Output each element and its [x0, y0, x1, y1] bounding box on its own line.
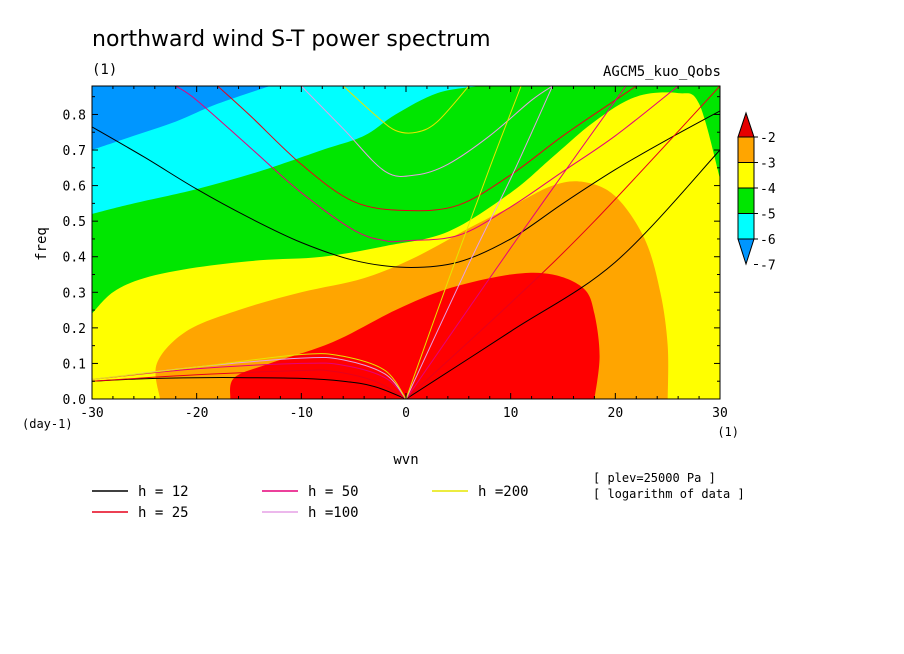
series-2-line-1: [92, 362, 407, 399]
model-label: AGCM5_kuo_Qobs: [603, 64, 721, 80]
y-tick-label: 0.7: [63, 144, 86, 159]
y-tick-label: 0.4: [63, 251, 87, 266]
y-tick-label: 0.0: [63, 393, 86, 408]
series-1-line-1: [92, 369, 407, 399]
series-2-line-2: [405, 86, 627, 399]
x-tick-label: -30: [80, 406, 103, 421]
colorbar-bottom-arrow: [737, 238, 755, 266]
chart-title: northward wind S-T power spectrum: [92, 27, 491, 52]
y-tick-label: 0.5: [63, 215, 86, 230]
colorbar-box: [737, 213, 755, 240]
colorbar-label: -5: [760, 208, 776, 223]
series-2-line-0: [175, 86, 679, 243]
x-units-label: (1): [717, 425, 739, 439]
y-tick-label: 0.2: [63, 322, 86, 337]
colorbar-top-arrow: [737, 111, 755, 138]
series-4-line-0: [342, 86, 470, 134]
dispersion-curves: [92, 86, 720, 399]
colorbar-label: -6: [760, 233, 776, 248]
series-0-line-2: [405, 149, 720, 399]
y-tick-label: 0.8: [63, 108, 86, 123]
y-tick-label: 0.3: [63, 286, 86, 301]
series-3-line-2: [405, 86, 553, 399]
series-1-line-0: [217, 86, 637, 212]
x-tick-label: -20: [185, 406, 208, 421]
series-0-line-1: [92, 377, 407, 399]
colorbar-box: [737, 136, 755, 163]
annotation-plev: [ plev=25000 Pa ]: [593, 471, 716, 485]
legend: h = 12 h = 25 h = 50 h =100 h =200: [92, 484, 529, 521]
series-3-line-0: [300, 86, 553, 177]
y-axis: 0.0 0.1 0.2 0.3 0.4 0.5 0.6 0.7 0.8: [63, 96, 720, 408]
legend-label: h =200: [478, 484, 529, 500]
colorbar-label: -4: [760, 182, 776, 197]
x-tick-label: 30: [712, 406, 728, 421]
annotation-log: [ logarithm of data ]: [593, 487, 745, 501]
legend-label: h = 25: [138, 505, 189, 521]
colorbar-label: -7: [760, 259, 776, 274]
colorbar-box: [737, 162, 755, 189]
fill-region-neg3: [230, 272, 600, 399]
x-tick-label: -10: [290, 406, 313, 421]
x-tick-label: 0: [402, 406, 410, 421]
y-axis-label: freq: [34, 227, 50, 261]
y-tick-label: 0.1: [63, 357, 86, 372]
colorbar-box: [737, 187, 755, 214]
legend-label: h = 50: [308, 484, 359, 500]
legend-label: h = 12: [138, 484, 189, 500]
legend-label: h =100: [308, 505, 359, 521]
left-units-label: (1): [92, 62, 117, 78]
contour-fills: [92, 86, 720, 399]
colorbar-label: -3: [760, 157, 776, 172]
x-tick-label: 10: [503, 406, 519, 421]
y-tick-label: 0.6: [63, 180, 86, 195]
x-axis: -30 -20 -10 0 10 20 30: [80, 86, 728, 421]
y-units-label: (day-1): [22, 417, 73, 431]
colorbar-label: -2: [760, 131, 776, 146]
colorbar: -2 -3 -4 -5 -6 -7: [737, 111, 776, 274]
fill-region-neg7: [92, 86, 270, 150]
series-4-line-2: [405, 86, 522, 399]
series-0-line-0: [92, 110, 720, 268]
series-1-line-2: [405, 86, 720, 399]
x-axis-label: wvn: [393, 452, 418, 468]
series-4-line-1: [92, 353, 407, 399]
x-tick-label: 20: [608, 406, 624, 421]
